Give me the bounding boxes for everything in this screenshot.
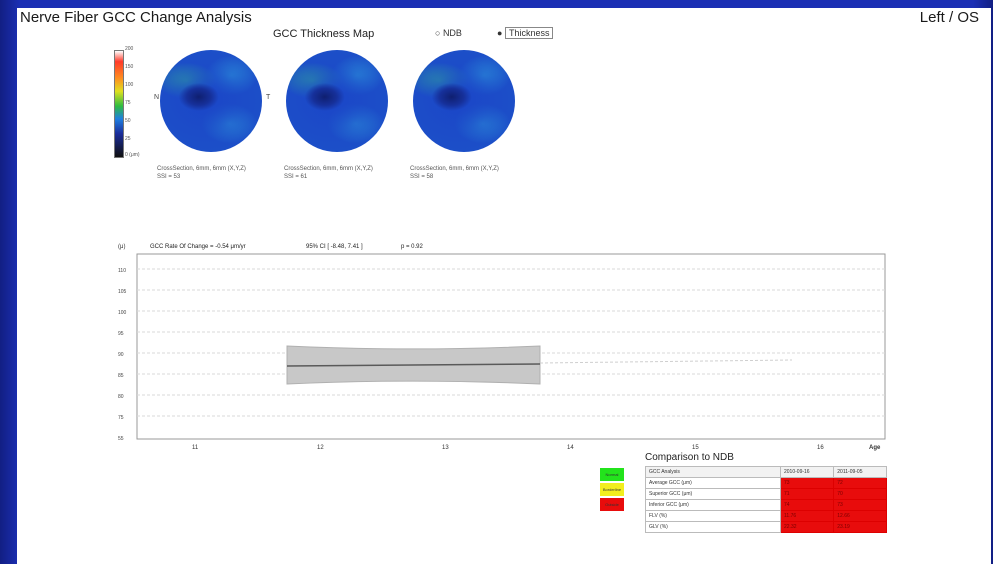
y-tick-label: 55: [118, 436, 124, 442]
table-cell: GLV (%): [645, 521, 781, 533]
trend-line: [286, 363, 541, 367]
legend-normal: Normal: [600, 468, 624, 481]
table-cell: 71: [779, 488, 835, 500]
gcc-thickness-map-2[interactable]: [286, 50, 388, 152]
table-cell: 73: [779, 477, 835, 489]
x-tick-label: 15: [692, 445, 699, 451]
y-tick-label: 105: [118, 289, 127, 295]
map-ssi-text: SSI = 58: [410, 174, 434, 180]
map-caption-1: CrossSection, 6mm, 6mm (X,Y,Z) SSI = 53: [157, 165, 246, 181]
ndb-title: Comparison to NDB: [645, 452, 734, 463]
table-row: FLV (%) 11.76 12.66: [645, 510, 887, 522]
map-caption-text: CrossSection, 6mm, 6mm (X,Y,Z): [284, 166, 373, 172]
legend-borderline: Borderline: [600, 483, 624, 496]
colorbar-tick: 0 (μm): [125, 152, 140, 158]
eye-indicator: Left / OS: [919, 9, 979, 26]
y-tick-label: 90: [118, 352, 124, 358]
table-cell: Superior GCC (μm): [645, 488, 781, 500]
table-cell: 22.32: [779, 521, 835, 533]
y-tick-label: 100: [118, 310, 127, 316]
map-caption-text: CrossSection, 6mm, 6mm (X,Y,Z): [157, 166, 246, 172]
colorbar-tick: 150: [125, 64, 134, 70]
x-tick-label: 14: [567, 445, 574, 451]
table-row: Inferior GCC (μm) 74 73: [645, 499, 887, 511]
gcc-thickness-map-3[interactable]: [413, 50, 515, 152]
table-cell: 23.19: [833, 521, 887, 533]
table-row: GLV (%) 22.32 23.19: [645, 521, 887, 533]
x-tick-label: 13: [442, 445, 449, 451]
gcc-trend-chart[interactable]: 110 105 100 95 90 85 80 75 55 11 12 13 1…: [112, 252, 892, 452]
report-title: Nerve Fiber GCC Change Analysis: [20, 9, 252, 26]
trend-y-unit: (μ): [118, 244, 126, 250]
map-ssi-text: SSI = 53: [157, 174, 181, 180]
gcc-confidence-interval: 95% CI [ -8.48, 7.41 ]: [306, 244, 363, 250]
y-tick-label: 80: [118, 394, 124, 400]
table-cell: 11.76: [779, 510, 835, 522]
x-tick-label: 12: [317, 445, 324, 451]
colorbar-tick: 200: [125, 46, 134, 52]
colorbar-tick: 50: [125, 118, 131, 124]
table-header-row: GCC Analysis 2010-09-16 2011-09-05: [645, 466, 887, 478]
map-ssi-text: SSI = 61: [284, 174, 308, 180]
trend-projection: [539, 359, 793, 364]
table-cell: 73: [833, 499, 887, 511]
gcc-rate-of-change: GCC Rate Of Change = -0.54 μm/yr: [150, 244, 246, 250]
gcc-thickness-map-1[interactable]: [160, 50, 262, 152]
table-cell: 72: [833, 477, 887, 489]
x-tick-label: 11: [192, 445, 199, 451]
option-thickness[interactable]: ● Thickness: [497, 27, 554, 39]
table-row: Average GCC (μm) 73 72: [645, 477, 887, 489]
y-tick-label: 75: [118, 415, 124, 421]
option-ndb[interactable]: ○ NDB: [435, 28, 462, 38]
report-panel: Nerve Fiber GCC Change Analysis Left / O…: [17, 8, 991, 564]
table-cell: 74: [779, 499, 835, 511]
table-cell: 12.66: [833, 510, 887, 522]
y-tick-label: 110: [118, 268, 126, 274]
table-header: 2011-09-05: [833, 466, 887, 478]
colorbar-tick: 25: [125, 136, 131, 142]
table-header: 2010-09-16: [779, 466, 835, 478]
table-header: GCC Analysis: [645, 466, 781, 478]
temporal-marker: T: [266, 94, 271, 101]
ndb-table: GCC Analysis 2010-09-16 2011-09-05 Avera…: [645, 466, 887, 533]
table-cell: 70: [833, 488, 887, 500]
thickness-map-title: GCC Thickness Map: [273, 28, 375, 40]
map-caption-text: CrossSection, 6mm, 6mm (X,Y,Z): [410, 166, 499, 172]
x-axis-label: Age: [869, 445, 881, 451]
nasal-marker: N: [154, 94, 160, 101]
y-tick-label: 85: [118, 373, 124, 379]
option-ndb-label: NDB: [442, 28, 462, 38]
thickness-colorbar: [114, 50, 124, 158]
option-thickness-label: Thickness: [504, 27, 554, 39]
map-caption-3: CrossSection, 6mm, 6mm (X,Y,Z) SSI = 58: [410, 165, 499, 181]
colorbar-tick: 75: [125, 100, 131, 106]
gcc-p-value: p = 0.92: [401, 244, 423, 250]
table-row: Superior GCC (μm) 71 70: [645, 488, 887, 500]
map-caption-2: CrossSection, 6mm, 6mm (X,Y,Z) SSI = 61: [284, 165, 373, 181]
table-cell: FLV (%): [645, 510, 781, 522]
y-tick-label: 95: [118, 331, 124, 337]
table-cell: Average GCC (μm): [645, 477, 781, 489]
legend-outside: Outside: [600, 498, 624, 511]
x-tick-label: 16: [817, 445, 824, 451]
colorbar-tick: 100: [125, 82, 134, 88]
table-cell: Inferior GCC (μm): [645, 499, 781, 511]
